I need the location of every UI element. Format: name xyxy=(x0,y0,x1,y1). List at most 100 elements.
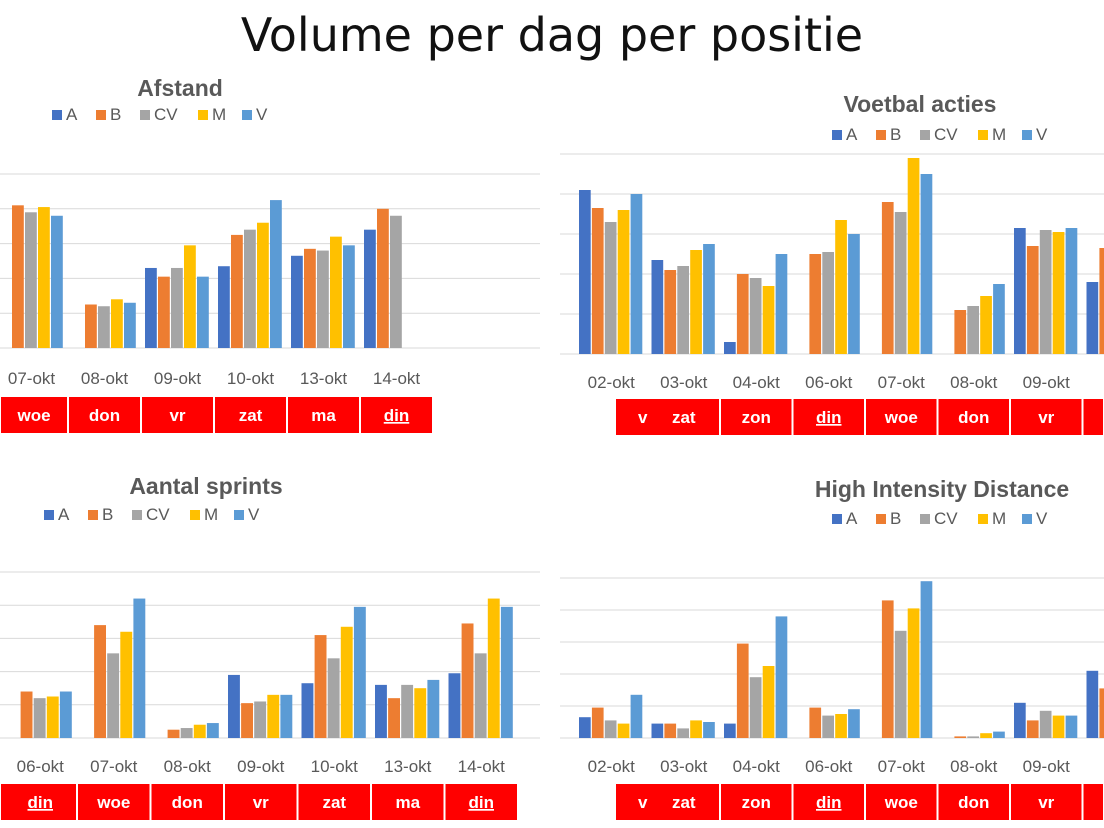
bar-v xyxy=(775,254,788,354)
legend-swatch xyxy=(832,514,842,524)
bar-v xyxy=(920,581,933,738)
bar-b xyxy=(377,208,389,348)
day-label: ma xyxy=(311,406,336,425)
bar-cv xyxy=(180,728,193,738)
day-box xyxy=(361,397,432,433)
bar-a xyxy=(579,190,591,354)
chart-high-intensity-distance: High Intensity Distance A B CV M V 02-okt 03-ok… xyxy=(560,462,1104,828)
bar-b xyxy=(736,274,749,354)
legend-label: M xyxy=(992,125,1006,144)
bar-a xyxy=(364,229,376,348)
bar-v xyxy=(920,174,933,354)
legend-swatch xyxy=(832,130,842,140)
bar-m xyxy=(617,210,630,354)
chart-title: Voetbal acties xyxy=(844,91,997,117)
bar-b xyxy=(664,723,677,738)
x-tick-label: 08-okt xyxy=(950,373,998,392)
bar-cv xyxy=(749,278,762,354)
x-tick-label: 09-okt xyxy=(237,757,285,776)
bar-v xyxy=(993,731,1005,738)
bar-b xyxy=(231,234,243,348)
day-box xyxy=(648,784,719,820)
bar-b xyxy=(954,736,967,738)
day-label: din xyxy=(384,406,410,425)
day-label: vr xyxy=(1038,408,1054,427)
bar-cv xyxy=(967,736,979,738)
bar-a xyxy=(724,723,736,738)
bar-b xyxy=(314,635,327,738)
bar-cv xyxy=(98,306,110,348)
bar-cv xyxy=(25,212,37,348)
bar-v xyxy=(993,284,1005,354)
bar-m xyxy=(414,688,427,738)
legend-label: A xyxy=(846,125,858,144)
bar-v xyxy=(59,691,72,738)
legend-label: M xyxy=(992,509,1006,528)
bar-v xyxy=(353,606,366,738)
bar-v xyxy=(775,616,788,738)
bar-m xyxy=(690,720,702,738)
day-box xyxy=(721,784,792,820)
day-label: don xyxy=(958,408,989,427)
day-box xyxy=(445,784,517,820)
day-label: don xyxy=(89,406,120,425)
bar-b xyxy=(809,707,822,738)
legend-label: CV xyxy=(146,505,170,524)
bar-cv xyxy=(894,630,907,738)
bar-m xyxy=(193,724,206,738)
day-label: don xyxy=(172,793,203,812)
day-box xyxy=(721,399,792,435)
bar-m xyxy=(1052,715,1065,738)
day-box xyxy=(938,784,1009,820)
bar-b xyxy=(1026,246,1039,354)
bar-m xyxy=(340,626,353,738)
legend-label: B xyxy=(102,505,113,524)
x-tick-label: 14-okt xyxy=(458,757,506,776)
legend-label: B xyxy=(110,105,121,124)
day-label: zat xyxy=(672,793,696,812)
x-tick-label: 09-okt xyxy=(1023,373,1071,392)
day-label: din xyxy=(28,793,54,812)
bar-m xyxy=(617,723,630,738)
legend-label: B xyxy=(890,509,901,528)
legend-swatch xyxy=(978,514,988,524)
day-label: vr xyxy=(169,406,185,425)
legend-label: V xyxy=(248,505,260,524)
bar-m xyxy=(330,236,342,348)
day-label: din xyxy=(816,793,842,812)
chart-svg: AfstandABCVMV06-okt07-okt08-okt09-okt10-… xyxy=(0,75,540,433)
day-label: woe xyxy=(96,793,130,812)
bar-b xyxy=(304,248,316,348)
x-tick-label: 02-okt xyxy=(588,757,636,776)
x-tick-label: 07-okt xyxy=(8,369,56,388)
bar-b xyxy=(1026,720,1039,738)
legend-label: A xyxy=(58,505,70,524)
bar-cv xyxy=(822,715,834,738)
bar-cv xyxy=(254,701,267,738)
day-box xyxy=(215,397,286,433)
legend-label: CV xyxy=(154,105,178,124)
bar-b xyxy=(591,707,604,738)
bar-cv xyxy=(474,653,487,738)
bar-m xyxy=(257,222,269,348)
x-tick-label: 10-okt xyxy=(311,757,359,776)
bar-b xyxy=(591,208,604,354)
bar-m xyxy=(38,207,50,348)
x-tick-label: 08-okt xyxy=(950,757,998,776)
bar-b xyxy=(1099,248,1104,354)
bar-cv xyxy=(33,698,46,738)
bar-v xyxy=(197,276,209,348)
day-label: woe xyxy=(16,406,50,425)
legend-swatch xyxy=(96,110,106,120)
day-label: zat xyxy=(672,408,696,427)
day-box xyxy=(793,784,864,820)
x-tick-label: 13-okt xyxy=(384,757,432,776)
bar-m xyxy=(111,299,123,348)
bar-b xyxy=(736,643,749,738)
legend-swatch xyxy=(978,130,988,140)
bar-m xyxy=(835,220,847,354)
legend-label: B xyxy=(890,125,901,144)
bar-a xyxy=(301,683,314,738)
x-tick-label: 09-okt xyxy=(1023,757,1071,776)
bar-b xyxy=(388,698,400,738)
